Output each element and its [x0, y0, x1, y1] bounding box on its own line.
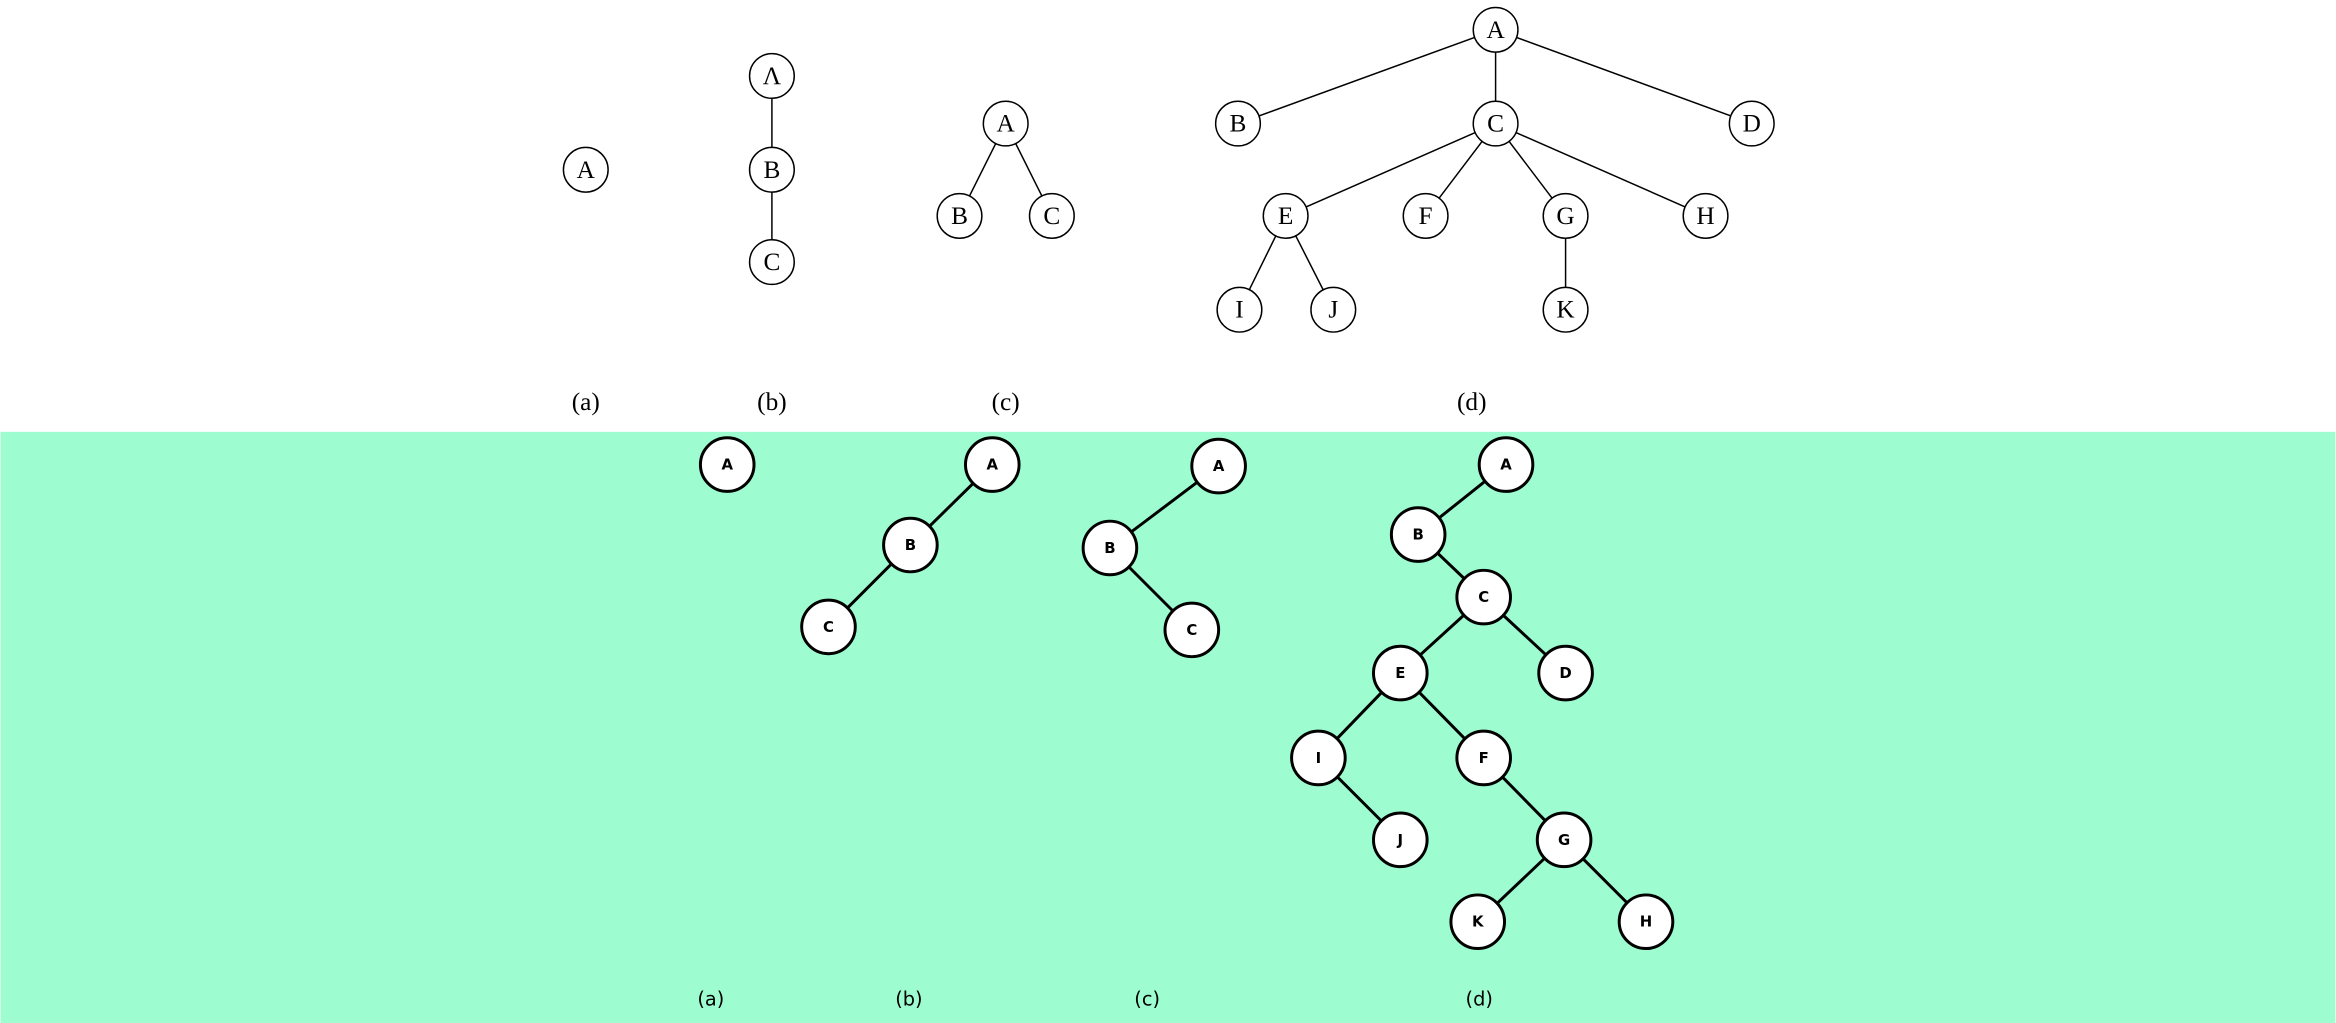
node-label: G — [1556, 202, 1574, 230]
node-label: C — [1478, 588, 1489, 606]
edge — [1495, 29, 1752, 125]
node-label: A — [1500, 456, 1512, 474]
node — [963, 436, 1021, 493]
node — [748, 52, 795, 100]
node-label: I — [1316, 749, 1322, 767]
node-label: A — [721, 456, 733, 474]
node — [1372, 644, 1429, 702]
node-label: C — [823, 618, 834, 636]
node-label: B — [1104, 539, 1115, 557]
node — [748, 146, 795, 193]
node — [1290, 729, 1347, 787]
node-label: A — [1486, 16, 1505, 44]
node-label: D — [1559, 664, 1571, 682]
node-label: H — [1696, 202, 1714, 230]
edge — [1285, 122, 1496, 217]
node — [882, 516, 939, 574]
caption: (a) — [572, 388, 600, 416]
node — [1214, 100, 1262, 147]
node-label: A — [997, 110, 1016, 138]
node — [698, 436, 756, 493]
node-label: B — [1412, 526, 1423, 544]
caption: (a) — [697, 988, 724, 1011]
node — [800, 598, 857, 656]
node — [1682, 192, 1729, 239]
node-label: C — [1186, 621, 1197, 639]
caption: (d) — [1457, 388, 1487, 416]
node-label: E — [1395, 664, 1405, 682]
node — [1372, 811, 1429, 869]
node — [1389, 506, 1447, 563]
node-label: B — [1230, 110, 1247, 138]
node-label: F — [1479, 749, 1489, 767]
node-label: D — [1743, 110, 1761, 138]
node-label: K — [1472, 913, 1484, 931]
caption: (c) — [1134, 988, 1160, 1011]
node — [1081, 519, 1139, 577]
node-label: B — [951, 202, 968, 230]
node-label: B — [905, 536, 916, 554]
node-label: K — [1556, 296, 1575, 324]
node-label: B — [763, 156, 780, 184]
node — [1535, 811, 1593, 869]
node-label: J — [1328, 296, 1338, 324]
node — [1310, 286, 1357, 333]
node — [1455, 568, 1512, 626]
node — [1402, 192, 1449, 239]
node — [936, 192, 983, 239]
node-label: A — [1213, 457, 1225, 475]
caption: (b) — [895, 988, 922, 1011]
node — [1542, 286, 1589, 333]
edge — [1237, 29, 1496, 125]
node — [1472, 100, 1519, 147]
node-label: J — [1397, 831, 1404, 849]
node — [562, 146, 609, 193]
bottom-panel — [0, 431, 2336, 1023]
node-label: H — [1640, 913, 1652, 931]
caption: (b) — [757, 388, 786, 416]
node-label: Λ — [763, 62, 782, 90]
node-label: C — [1487, 110, 1504, 138]
node — [1028, 192, 1075, 239]
node — [1455, 729, 1512, 787]
caption: (d) — [1466, 988, 1493, 1011]
node — [1449, 893, 1507, 951]
node-label: G — [1558, 831, 1570, 849]
node-label: A — [987, 456, 999, 474]
node — [1190, 437, 1247, 495]
node — [1537, 644, 1594, 702]
node-label: E — [1278, 202, 1293, 230]
node-label: C — [1043, 202, 1060, 230]
edge — [1495, 122, 1706, 217]
top-panel — [0, 0, 2336, 432]
node — [1472, 6, 1519, 53]
node — [1617, 893, 1675, 951]
caption: (c) — [992, 388, 1020, 416]
node — [1216, 286, 1263, 333]
node — [748, 238, 795, 286]
node — [982, 100, 1029, 147]
node — [1728, 100, 1775, 147]
node-label: A — [577, 156, 596, 184]
node-label: F — [1419, 202, 1433, 230]
node — [1477, 436, 1535, 493]
node-label: I — [1235, 296, 1243, 324]
node — [1542, 192, 1589, 239]
node-label: C — [763, 248, 780, 276]
node — [1262, 192, 1309, 239]
node — [1163, 601, 1221, 659]
